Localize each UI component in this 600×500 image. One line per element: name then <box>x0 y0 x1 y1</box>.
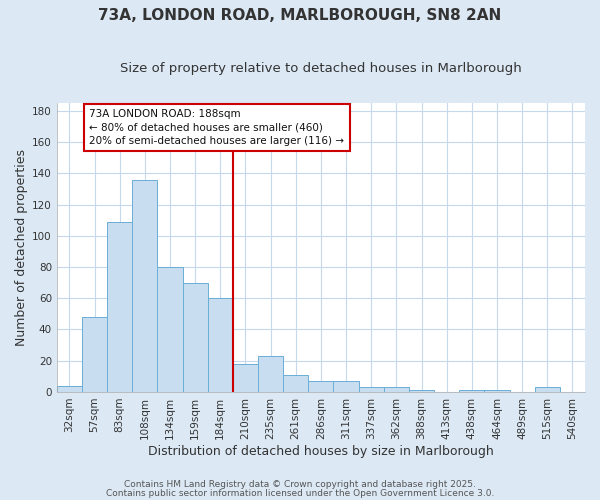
Text: 73A LONDON ROAD: 188sqm
← 80% of detached houses are smaller (460)
20% of semi-d: 73A LONDON ROAD: 188sqm ← 80% of detache… <box>89 110 344 146</box>
Bar <box>359 388 384 392</box>
Bar <box>182 282 208 392</box>
Text: Contains HM Land Registry data © Crown copyright and database right 2025.: Contains HM Land Registry data © Crown c… <box>124 480 476 489</box>
Title: Size of property relative to detached houses in Marlborough: Size of property relative to detached ho… <box>120 62 522 76</box>
Bar <box>233 364 258 392</box>
Text: 73A, LONDON ROAD, MARLBOROUGH, SN8 2AN: 73A, LONDON ROAD, MARLBOROUGH, SN8 2AN <box>98 8 502 22</box>
Bar <box>384 388 409 392</box>
Bar <box>535 388 560 392</box>
Bar <box>334 381 359 392</box>
Bar <box>82 317 107 392</box>
Text: Contains public sector information licensed under the Open Government Licence 3.: Contains public sector information licen… <box>106 489 494 498</box>
X-axis label: Distribution of detached houses by size in Marlborough: Distribution of detached houses by size … <box>148 444 494 458</box>
Y-axis label: Number of detached properties: Number of detached properties <box>15 149 28 346</box>
Bar <box>57 386 82 392</box>
Bar <box>132 180 157 392</box>
Bar <box>308 381 334 392</box>
Bar <box>409 390 434 392</box>
Bar <box>459 390 484 392</box>
Bar <box>208 298 233 392</box>
Bar <box>283 375 308 392</box>
Bar <box>157 267 182 392</box>
Bar <box>484 390 509 392</box>
Bar <box>258 356 283 392</box>
Bar <box>107 222 132 392</box>
